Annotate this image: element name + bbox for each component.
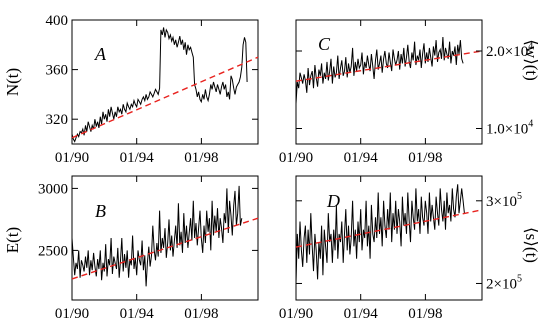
panel-c-ylabel: ⟨w⟩(t) <box>522 39 538 81</box>
panel-a-y-tick-label: 400 <box>46 13 69 29</box>
panel-b-x-tick-label: 01/94 <box>120 306 155 322</box>
panel-b-y-tick-label: 3000 <box>38 181 68 197</box>
panel-d-series <box>295 184 483 284</box>
panel-c: 01/90 01/94 01/98 1.0×104 2.0×104 C ⟨w⟩(t) <box>279 19 538 166</box>
panel-d-frame <box>295 175 483 301</box>
panel-c-frame <box>295 19 483 145</box>
panel-c-trend-line <box>295 50 483 82</box>
panel-c-letter: C <box>318 34 331 54</box>
panel-a-ticks: 01/90 01/94 01/98 320 360 400 <box>46 13 258 166</box>
panel-a: 01/90 01/94 01/98 320 360 400 A N(t) <box>3 13 259 166</box>
panel-a-y-tick-label: 320 <box>46 112 69 128</box>
panel-c-y-tick-label: 2.0×104 <box>486 41 533 60</box>
panel-a-data-line <box>71 27 248 143</box>
panel-b-x-tick-label: 01/98 <box>184 306 218 322</box>
panel-d-letter: D <box>326 191 340 211</box>
panel-c-series <box>295 36 483 104</box>
panel-d-data-line <box>295 184 465 284</box>
panel-d-y-tick-label: 2×105 <box>486 273 522 292</box>
panel-a-letter: A <box>94 44 107 64</box>
panel-d: 01/90 01/94 01/98 2×105 3×105 D ⟨s⟩(t) <box>279 175 538 322</box>
panel-b-ticks: 01/90 01/94 01/98 2500 3000 <box>38 176 258 322</box>
panel-b-series <box>71 185 259 287</box>
panel-d-ticks: 01/90 01/94 01/98 2×105 3×105 <box>279 176 522 322</box>
panel-a-x-tick-label: 01/98 <box>184 150 218 166</box>
panel-b-letter: B <box>95 201 106 221</box>
panel-c-ticks: 01/90 01/94 01/98 1.0×104 2.0×104 <box>279 20 533 166</box>
panel-c-y-tick-label: 1.0×104 <box>486 119 533 138</box>
panel-b-y-tick-label: 2500 <box>38 243 68 259</box>
panel-a-y-tick-label: 360 <box>46 63 69 79</box>
panel-c-x-tick-label: 01/90 <box>279 150 313 166</box>
panel-a-x-tick-label: 01/94 <box>120 150 155 166</box>
panel-a-frame <box>71 19 259 145</box>
panel-b: 01/90 01/94 01/98 2500 3000 B E(t) <box>3 175 259 322</box>
panel-c-data-line <box>295 36 464 104</box>
panel-a-x-tick-label: 01/90 <box>55 150 89 166</box>
panel-a-series <box>71 27 259 143</box>
panel-b-data-line <box>71 185 243 287</box>
panel-b-trend-line <box>71 217 259 280</box>
panel-a-ylabel: N(t) <box>3 68 22 96</box>
panel-c-x-tick-label: 01/94 <box>344 150 379 166</box>
panel-d-x-tick-label: 01/98 <box>408 306 442 322</box>
panel-d-x-tick-label: 01/90 <box>279 306 313 322</box>
panel-c-x-tick-label: 01/98 <box>408 150 442 166</box>
panel-d-ylabel: ⟨s⟩(t) <box>522 227 538 263</box>
panel-b-x-tick-label: 01/90 <box>55 306 89 322</box>
panel-d-x-tick-label: 01/94 <box>344 306 379 322</box>
panel-a-trend-line <box>71 56 259 139</box>
panel-d-y-tick-label: 3×105 <box>486 191 522 210</box>
panel-b-ylabel: E(t) <box>3 227 22 253</box>
panel-d-trend-line <box>295 209 483 248</box>
